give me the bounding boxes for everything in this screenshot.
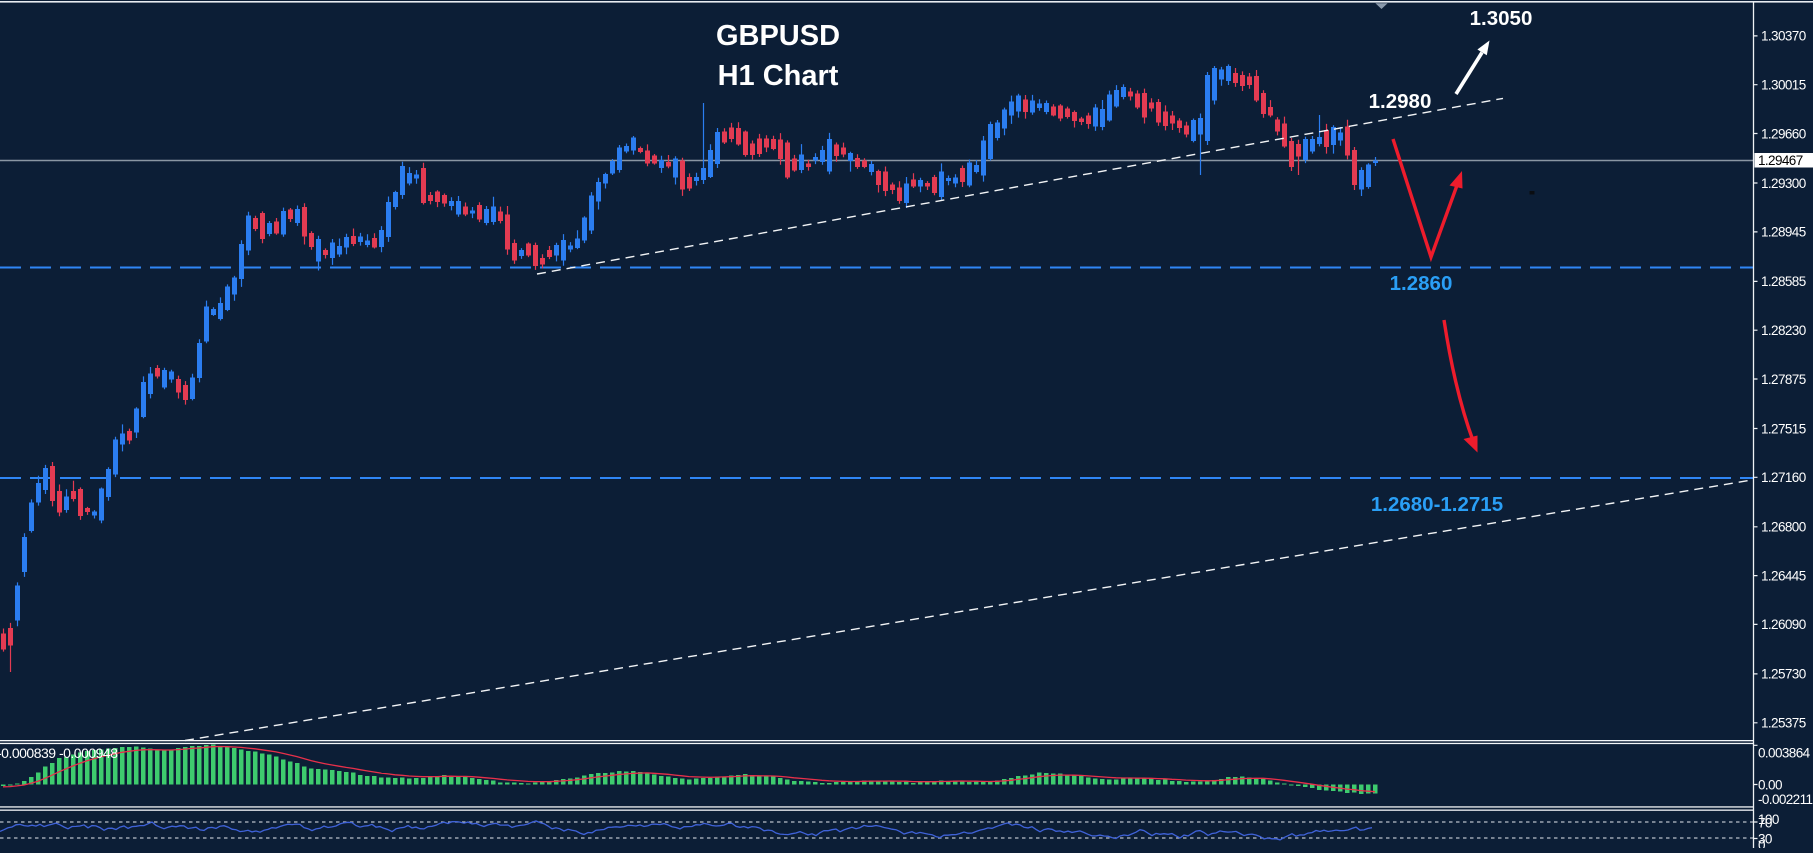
svg-text:1.29660: 1.29660 — [1761, 126, 1806, 141]
svg-text:1.2680-1.2715: 1.2680-1.2715 — [1371, 493, 1503, 516]
svg-text:-0.000839 -0.000948: -0.000839 -0.000948 — [0, 745, 118, 761]
svg-text:H1 Chart: H1 Chart — [718, 60, 839, 92]
svg-text:1.27160: 1.27160 — [1761, 470, 1806, 485]
svg-text:GBPUSD: GBPUSD — [716, 20, 840, 52]
svg-text:1.30370: 1.30370 — [1761, 29, 1806, 44]
svg-text:70: 70 — [1758, 815, 1772, 830]
svg-text:1.26090: 1.26090 — [1761, 617, 1806, 632]
svg-text:0: 0 — [1758, 838, 1765, 849]
svg-text:1.26445: 1.26445 — [1761, 568, 1806, 583]
svg-text:1.25730: 1.25730 — [1761, 667, 1806, 682]
svg-text:0.00: 0.00 — [1758, 778, 1782, 793]
svg-text:1.27515: 1.27515 — [1761, 421, 1806, 436]
svg-text:1.2860: 1.2860 — [1390, 272, 1453, 295]
svg-text:1.28945: 1.28945 — [1761, 225, 1806, 240]
svg-text:1.3050: 1.3050 — [1470, 7, 1533, 30]
svg-text:0.003864: 0.003864 — [1758, 746, 1811, 761]
svg-text:1.28585: 1.28585 — [1761, 274, 1806, 289]
svg-text:1.28230: 1.28230 — [1761, 323, 1806, 338]
svg-text:1.29467: 1.29467 — [1758, 153, 1803, 168]
svg-text:1.25375: 1.25375 — [1761, 716, 1806, 731]
svg-text:1.29300: 1.29300 — [1761, 176, 1806, 191]
svg-text:1.2980: 1.2980 — [1369, 90, 1432, 113]
svg-text:1.30015: 1.30015 — [1761, 78, 1806, 93]
svg-text:-0.002211: -0.002211 — [1758, 792, 1812, 807]
svg-text:1.26800: 1.26800 — [1761, 520, 1806, 535]
svg-text:1.27875: 1.27875 — [1761, 372, 1806, 387]
